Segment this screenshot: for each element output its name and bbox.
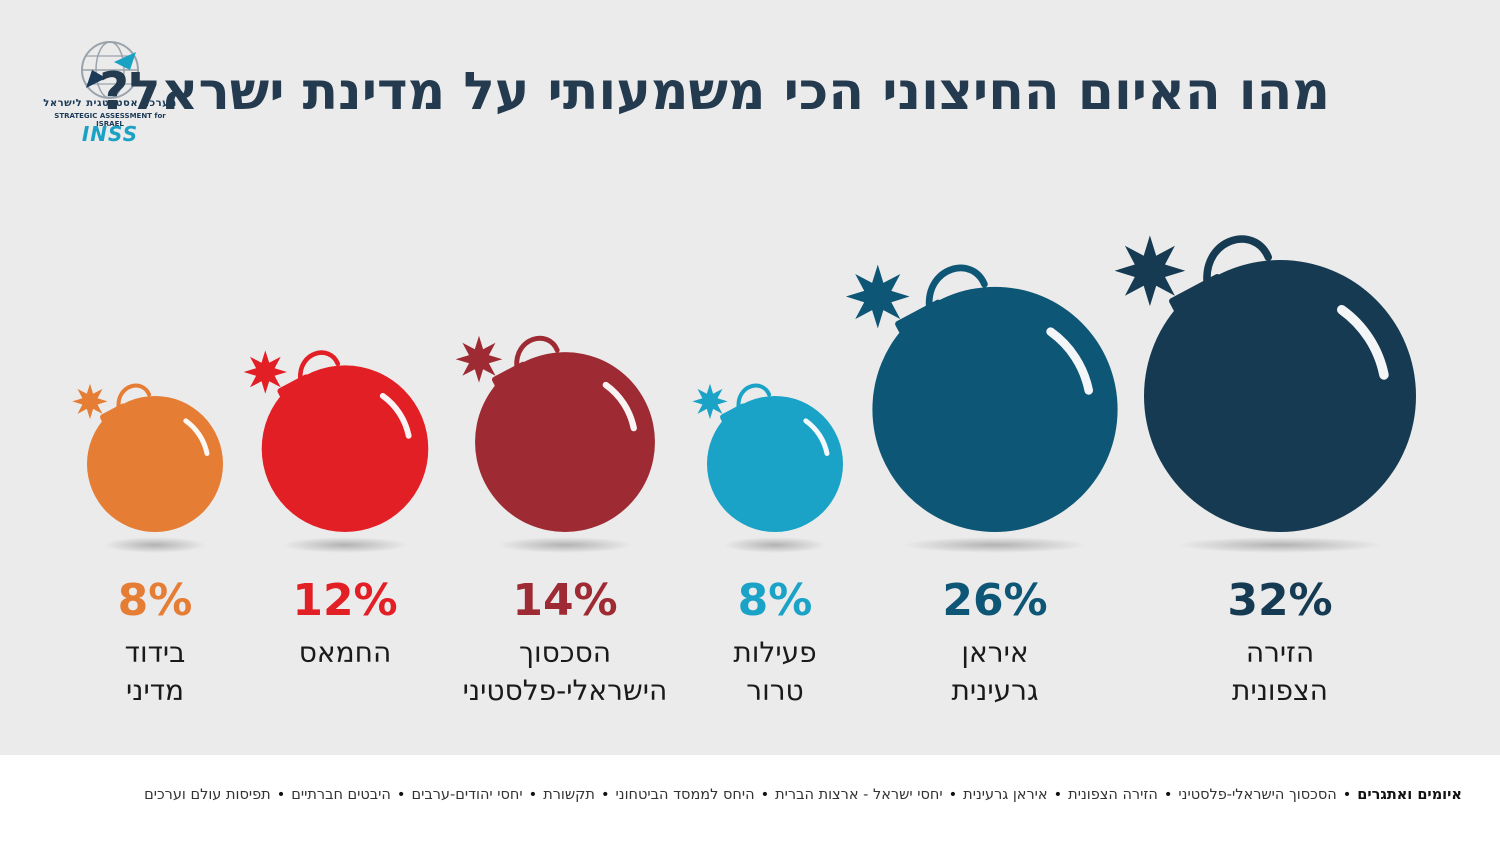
logo-brand-text: INSS — [81, 122, 139, 146]
footer-topic[interactable]: היחס לממסד הביטחוני — [615, 787, 755, 803]
bomb-highlight — [1046, 327, 1094, 395]
bomb-spark — [72, 383, 108, 420]
bomb-body — [872, 286, 1118, 532]
bomb-fuse — [514, 335, 560, 369]
bomb-shadow — [104, 537, 206, 553]
category-label: פעילות — [733, 636, 816, 669]
footer-topic[interactable]: יחסי ישראל - ארצות הברית — [775, 787, 943, 803]
bomb-2: 26% איראן גרעינית — [845, 264, 1118, 707]
category-label: הצפונית — [1232, 674, 1328, 707]
footer-topic[interactable]: הזירה הצפונית — [1068, 787, 1158, 803]
footer-topic[interactable]: איראן גרעינית — [963, 787, 1048, 803]
bar-value-label: 12% — [292, 575, 397, 626]
bomb-fuse — [736, 383, 772, 409]
footer-topic[interactable]: יחסי יהודים-ערבים — [411, 787, 523, 803]
bomb-highlight — [1336, 304, 1389, 380]
footer-lead: איומים ואתגרים — [1357, 787, 1462, 803]
bar-value-label: 26% — [942, 575, 1047, 626]
bomb-body — [1144, 260, 1416, 532]
bomb-spark — [692, 383, 728, 420]
bomb-spark — [243, 350, 287, 394]
bomb-chart: 32% הזירה הצפונית 26% איראן גרעינית 8% פעילות טר… — [72, 235, 1416, 707]
footer-separator: • — [396, 787, 406, 803]
category-label: גרעינית — [951, 674, 1038, 707]
bomb-highlight — [183, 418, 210, 456]
bomb-shadow — [903, 537, 1087, 553]
bomb-highlight — [602, 381, 637, 432]
bomb-shadow — [724, 537, 826, 553]
bomb-shadow — [1178, 537, 1382, 553]
bomb-fuse — [298, 350, 341, 381]
footer-separator: • — [1342, 787, 1352, 803]
footer-separator: • — [760, 787, 770, 803]
bomb-fuse — [925, 264, 988, 310]
bomb-spark — [1114, 235, 1186, 307]
bomb-fuse — [1203, 235, 1272, 286]
bomb-6: 8% בידוד מדיני — [72, 383, 223, 707]
footer-topic[interactable]: היבטים חברתיים — [291, 787, 391, 803]
bomb-highlight — [379, 392, 412, 439]
bomb-body — [707, 396, 843, 532]
category-label: החמאס — [299, 636, 392, 669]
footer-separator: • — [600, 787, 610, 803]
bomb-spark — [845, 264, 910, 329]
bomb-fuse — [116, 383, 152, 409]
category-label: איראן — [961, 636, 1028, 669]
category-label: הישראלי-פלסטיני — [463, 674, 668, 707]
logo-english-text: STRATEGIC ASSESSMENT for ISRAEL — [54, 112, 166, 128]
inss-logo: הערכה אסטרטגית לישראל STRATEGIC ASSESSME… — [40, 40, 180, 155]
bomb-5: 12% החמאס — [243, 350, 429, 669]
footer-separator: • — [276, 787, 286, 803]
category-label: הסכסוך — [519, 636, 611, 669]
bomb-body — [261, 365, 429, 532]
footer-bar: איומים ואתגרים • הסכסוך הישראלי-פלסטיני • הז… — [0, 755, 1500, 844]
bomb-body — [475, 352, 655, 532]
logo-hebrew-text: הערכה אסטרטגית לישראל — [43, 98, 177, 109]
footer-separator: • — [528, 787, 538, 803]
globe-logo-icon — [81, 41, 139, 99]
footer-separator: • — [948, 787, 958, 803]
category-label: טרור — [746, 674, 803, 707]
footer-separator: • — [1163, 787, 1173, 803]
bar-value-label: 14% — [512, 575, 617, 626]
bar-value-label: 8% — [118, 575, 193, 626]
bar-value-label: 32% — [1227, 575, 1332, 626]
category-label: הזירה — [1246, 636, 1314, 669]
footer-separator: • — [1053, 787, 1063, 803]
bomb-shadow — [282, 537, 408, 553]
bomb-shadow — [497, 537, 633, 553]
category-label: בידוד — [125, 636, 186, 669]
bomb-highlight — [803, 418, 830, 456]
bomb-spark — [455, 335, 503, 383]
category-label: מדיני — [126, 674, 184, 707]
footer-topics: איומים ואתגרים • הסכסוך הישראלי-פלסטיני • הז… — [30, 787, 1462, 803]
bomb-1: 32% הזירה הצפונית — [1114, 235, 1416, 707]
bomb-3: 8% פעילות טרור — [692, 383, 843, 707]
bomb-4: 14% הסכסוך הישראלי-פלסטיני — [455, 335, 668, 707]
bomb-body — [87, 396, 223, 532]
page-title: מהו האיום החיצוני הכי משמעותי על מדינת י… — [98, 62, 1330, 122]
bar-value-label: 8% — [738, 575, 813, 626]
footer-topic[interactable]: הסכסוך הישראלי-פלסטיני — [1178, 787, 1337, 803]
footer-topic[interactable]: תפיסות עולם וערכים — [144, 787, 271, 803]
footer-topic[interactable]: תקשורת — [543, 787, 595, 803]
